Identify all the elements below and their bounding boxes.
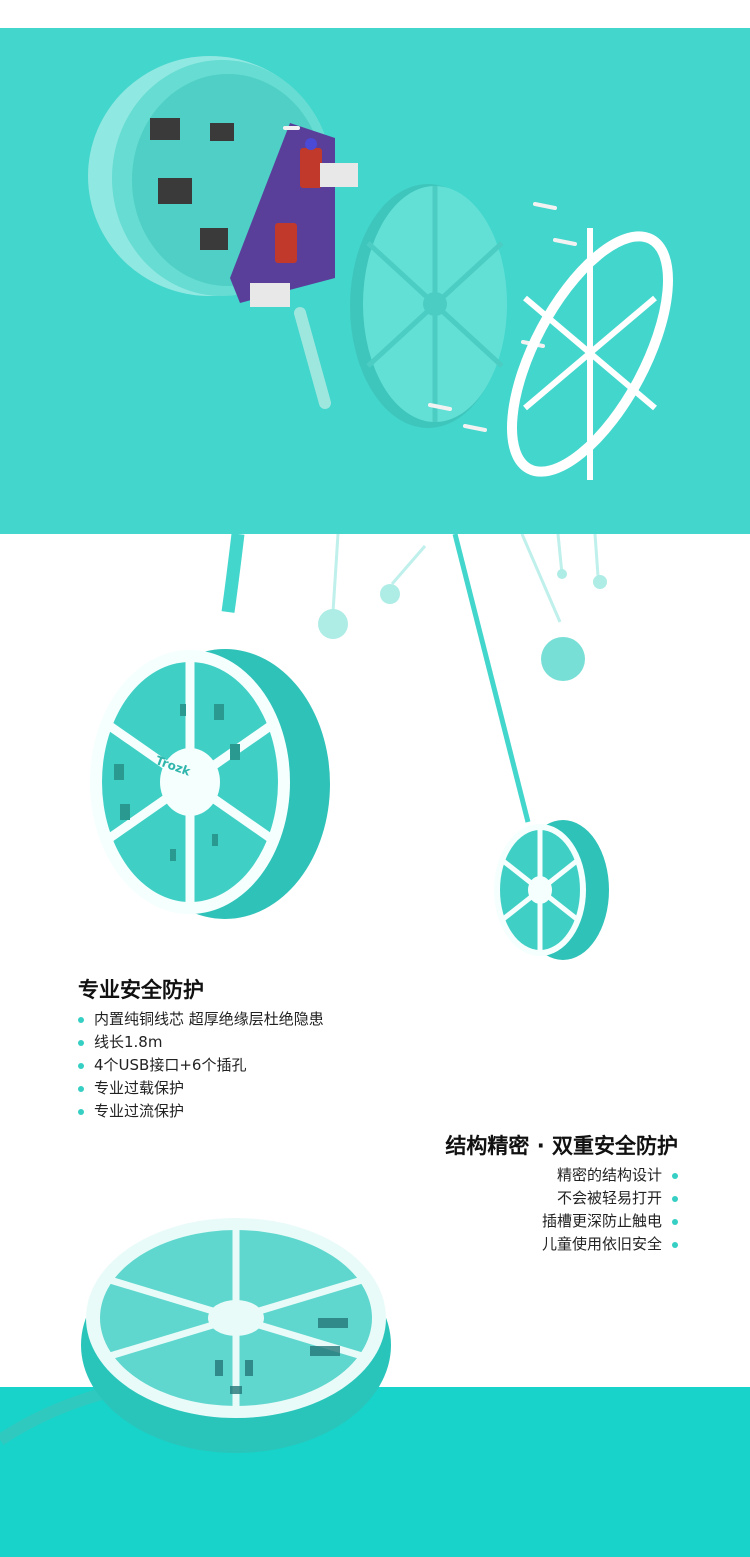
large-socket-cord — [221, 534, 245, 613]
feature1-item: 4个USB接口+6个插孔 — [78, 1054, 324, 1077]
feature2-item-text: 儿童使用依旧安全 — [541, 1235, 662, 1253]
circuit-board — [230, 123, 358, 307]
bottom-color-band — [0, 1387, 750, 1557]
feature2-item: 不会被轻易打开 — [542, 1187, 678, 1210]
medium-socket — [494, 820, 609, 960]
floating-sockets-illustration — [90, 534, 609, 960]
bullet-dot — [78, 1016, 84, 1023]
feature2-list: 精密的结构设计 不会被轻易打开 插槽更深防止触电 儿童使用依旧安全 — [542, 1164, 678, 1256]
feature1-item: 专业过载保护 — [78, 1077, 324, 1100]
feature1-item: 线长1.8m — [78, 1031, 324, 1054]
large-socket — [90, 649, 330, 919]
bullet-dot — [672, 1218, 678, 1225]
feature1-item-text: 4个USB接口+6个插孔 — [94, 1056, 247, 1074]
feature2-item: 儿童使用依旧安全 — [542, 1233, 678, 1256]
feature2-item-text: 不会被轻易打开 — [556, 1189, 662, 1207]
feature1-item-text: 线长1.8m — [94, 1033, 163, 1051]
bullet-dot — [672, 1172, 678, 1179]
feature1-title: 专业安全防护 — [78, 978, 204, 1002]
bullet-dot — [78, 1039, 84, 1046]
feature2-item: 精密的结构设计 — [542, 1164, 678, 1187]
small-socket-cords — [331, 534, 600, 623]
feature1-item: 专业过流保护 — [78, 1100, 324, 1123]
feature1-item-text: 专业过载保护 — [94, 1079, 185, 1097]
frame-ring — [507, 228, 673, 480]
feature2-title: 结构精密 · 双重安全防护 — [445, 1134, 678, 1158]
feature2-item: 插槽更深防止触电 — [542, 1210, 678, 1233]
bullet-dot — [78, 1085, 84, 1092]
screws — [283, 126, 577, 432]
bullet-dot — [78, 1062, 84, 1069]
feature2-item-text: 精密的结构设计 — [556, 1166, 662, 1184]
feature2-item-text: 插槽更深防止触电 — [541, 1212, 662, 1230]
feature1-item: 内置纯铜线芯 超厚绝缘层杜绝隐患 — [78, 1008, 324, 1031]
exploded-view-banner — [0, 28, 750, 534]
exploded-view-illustration — [88, 56, 673, 480]
small-sockets — [318, 569, 607, 681]
bullet-dot — [672, 1241, 678, 1248]
medium-socket-cord — [452, 534, 531, 823]
socket-panel — [350, 184, 507, 428]
product-features-section: Trozk 专业安全防护 内置纯铜线芯 超厚绝缘层杜绝隐患 线长1.8m 4个U… — [0, 534, 750, 1387]
bullet-dot — [672, 1195, 678, 1202]
feature1-list: 内置纯铜线芯 超厚绝缘层杜绝隐患 线长1.8m 4个USB接口+6个插孔 专业过… — [78, 1008, 324, 1123]
feature1-item-text: 内置纯铜线芯 超厚绝缘层杜绝隐患 — [94, 1010, 324, 1028]
feature1-item-text: 专业过流保护 — [94, 1102, 185, 1120]
bullet-dot — [78, 1108, 84, 1115]
